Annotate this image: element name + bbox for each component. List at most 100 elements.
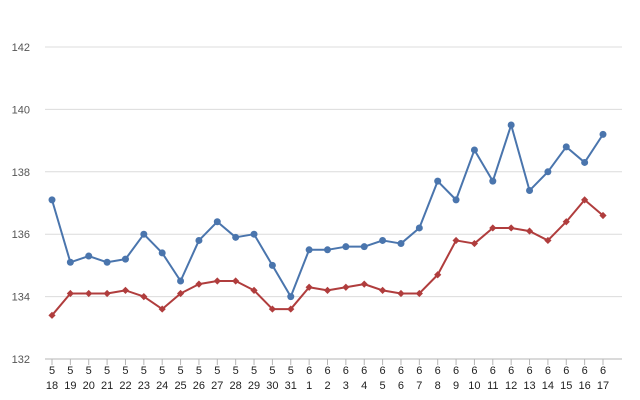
x-tick-label-day: 7	[416, 380, 422, 392]
x-tick-label-month: 6	[508, 365, 514, 377]
data-point	[158, 249, 166, 257]
x-tick-label-month: 6	[398, 365, 404, 377]
x-tick-label-month: 6	[600, 365, 606, 377]
series-group	[48, 121, 607, 319]
y-tick-label: 142	[12, 42, 30, 54]
y-tick-label: 136	[12, 229, 30, 241]
data-point	[287, 305, 295, 313]
x-tick-label-day: 10	[468, 380, 480, 392]
y-tick-label: 138	[12, 167, 30, 179]
x-tick-label-month: 6	[361, 365, 367, 377]
x-tick-label-month: 5	[251, 365, 257, 377]
data-point	[48, 196, 56, 204]
x-tick-label-day: 17	[597, 380, 609, 392]
x-tick-label-day: 14	[542, 380, 554, 392]
x-tick-label-day: 21	[101, 380, 113, 392]
x-tick-label-month: 6	[380, 365, 386, 377]
y-tick-label: 132	[12, 354, 30, 366]
x-tick-label-day: 9	[453, 380, 459, 392]
x-tick-label-day: 23	[138, 380, 150, 392]
x-tick-label-day: 4	[361, 380, 367, 392]
data-point	[48, 311, 56, 319]
data-point	[121, 286, 130, 294]
x-tick-label-month: 5	[122, 365, 128, 377]
series-1	[48, 121, 607, 301]
x-tick-label-month: 6	[435, 365, 441, 377]
data-point	[525, 227, 534, 235]
series-line	[51, 198, 604, 316]
data-point	[121, 255, 129, 263]
x-tick-label-month: 6	[545, 365, 551, 377]
data-point	[342, 283, 350, 291]
data-point	[213, 218, 221, 226]
x-tick-label-month: 5	[178, 365, 184, 377]
data-point	[323, 286, 332, 294]
x-tick-label-day: 20	[83, 380, 95, 392]
data-point	[158, 305, 166, 313]
x-tick-label-month: 6	[306, 365, 312, 377]
data-point	[544, 168, 552, 176]
data-point	[397, 289, 405, 298]
gridlines	[45, 46, 622, 360]
series-2	[48, 196, 607, 319]
x-tick-label-day: 26	[193, 380, 205, 392]
x-tick-label-month: 5	[196, 365, 202, 377]
data-point	[195, 280, 203, 288]
x-tick-label-day: 27	[211, 380, 223, 392]
x-tick-label-day: 31	[285, 380, 297, 392]
x-tick-label-day: 24	[156, 380, 168, 392]
x-tick-label-month: 5	[269, 365, 275, 377]
x-tick-label-month: 5	[86, 365, 92, 377]
data-point	[562, 218, 570, 226]
data-point	[250, 230, 258, 238]
data-point	[397, 240, 405, 248]
data-point	[562, 143, 570, 151]
data-point	[103, 289, 111, 298]
data-point	[324, 246, 331, 254]
data-point	[415, 289, 423, 298]
data-point	[177, 277, 185, 285]
data-point	[507, 121, 515, 129]
x-tick-label-month: 6	[453, 365, 459, 377]
x-tick-label-day: 19	[64, 380, 76, 392]
x-tick-label-day: 15	[560, 380, 572, 392]
data-point	[66, 258, 74, 266]
data-point	[140, 230, 148, 238]
x-tick-label-month: 5	[49, 365, 55, 377]
x-tick-label-day: 28	[230, 380, 242, 392]
x-tick-label-month: 5	[67, 365, 73, 377]
x-tick-label-day: 8	[435, 380, 441, 392]
x-tick-label-month: 5	[141, 365, 147, 377]
x-tick-label-month: 5	[214, 365, 220, 377]
data-point	[140, 293, 148, 301]
x-tick-label-day: 1	[306, 380, 312, 392]
x-tick-label-month: 5	[288, 365, 294, 377]
data-point	[599, 211, 607, 220]
x-tick-label-day: 16	[579, 380, 591, 392]
x-tick-label-day: 22	[119, 380, 131, 392]
data-point	[250, 286, 258, 294]
x-axis: 5185195205215225235245255265275285295305…	[46, 359, 609, 392]
data-point	[232, 233, 240, 241]
data-point	[489, 224, 497, 232]
data-point	[360, 243, 368, 251]
series-line	[51, 124, 604, 298]
x-tick-label-day: 30	[266, 380, 278, 392]
data-point	[268, 305, 276, 313]
x-tick-label-day: 13	[523, 380, 535, 392]
x-tick-label-day: 3	[343, 380, 349, 392]
data-point	[599, 130, 607, 138]
x-tick-label-month: 6	[416, 365, 422, 377]
x-tick-label-month: 6	[471, 365, 477, 377]
data-point	[342, 243, 350, 251]
data-point	[470, 146, 478, 154]
data-point	[507, 224, 515, 232]
x-tick-label-month: 5	[104, 365, 110, 377]
data-point	[213, 277, 221, 285]
y-axis: 132 134 136 138 140 142	[12, 42, 30, 366]
x-tick-label-month: 5	[233, 365, 239, 377]
data-point	[470, 239, 479, 248]
data-point	[232, 277, 240, 285]
data-point	[305, 283, 313, 291]
